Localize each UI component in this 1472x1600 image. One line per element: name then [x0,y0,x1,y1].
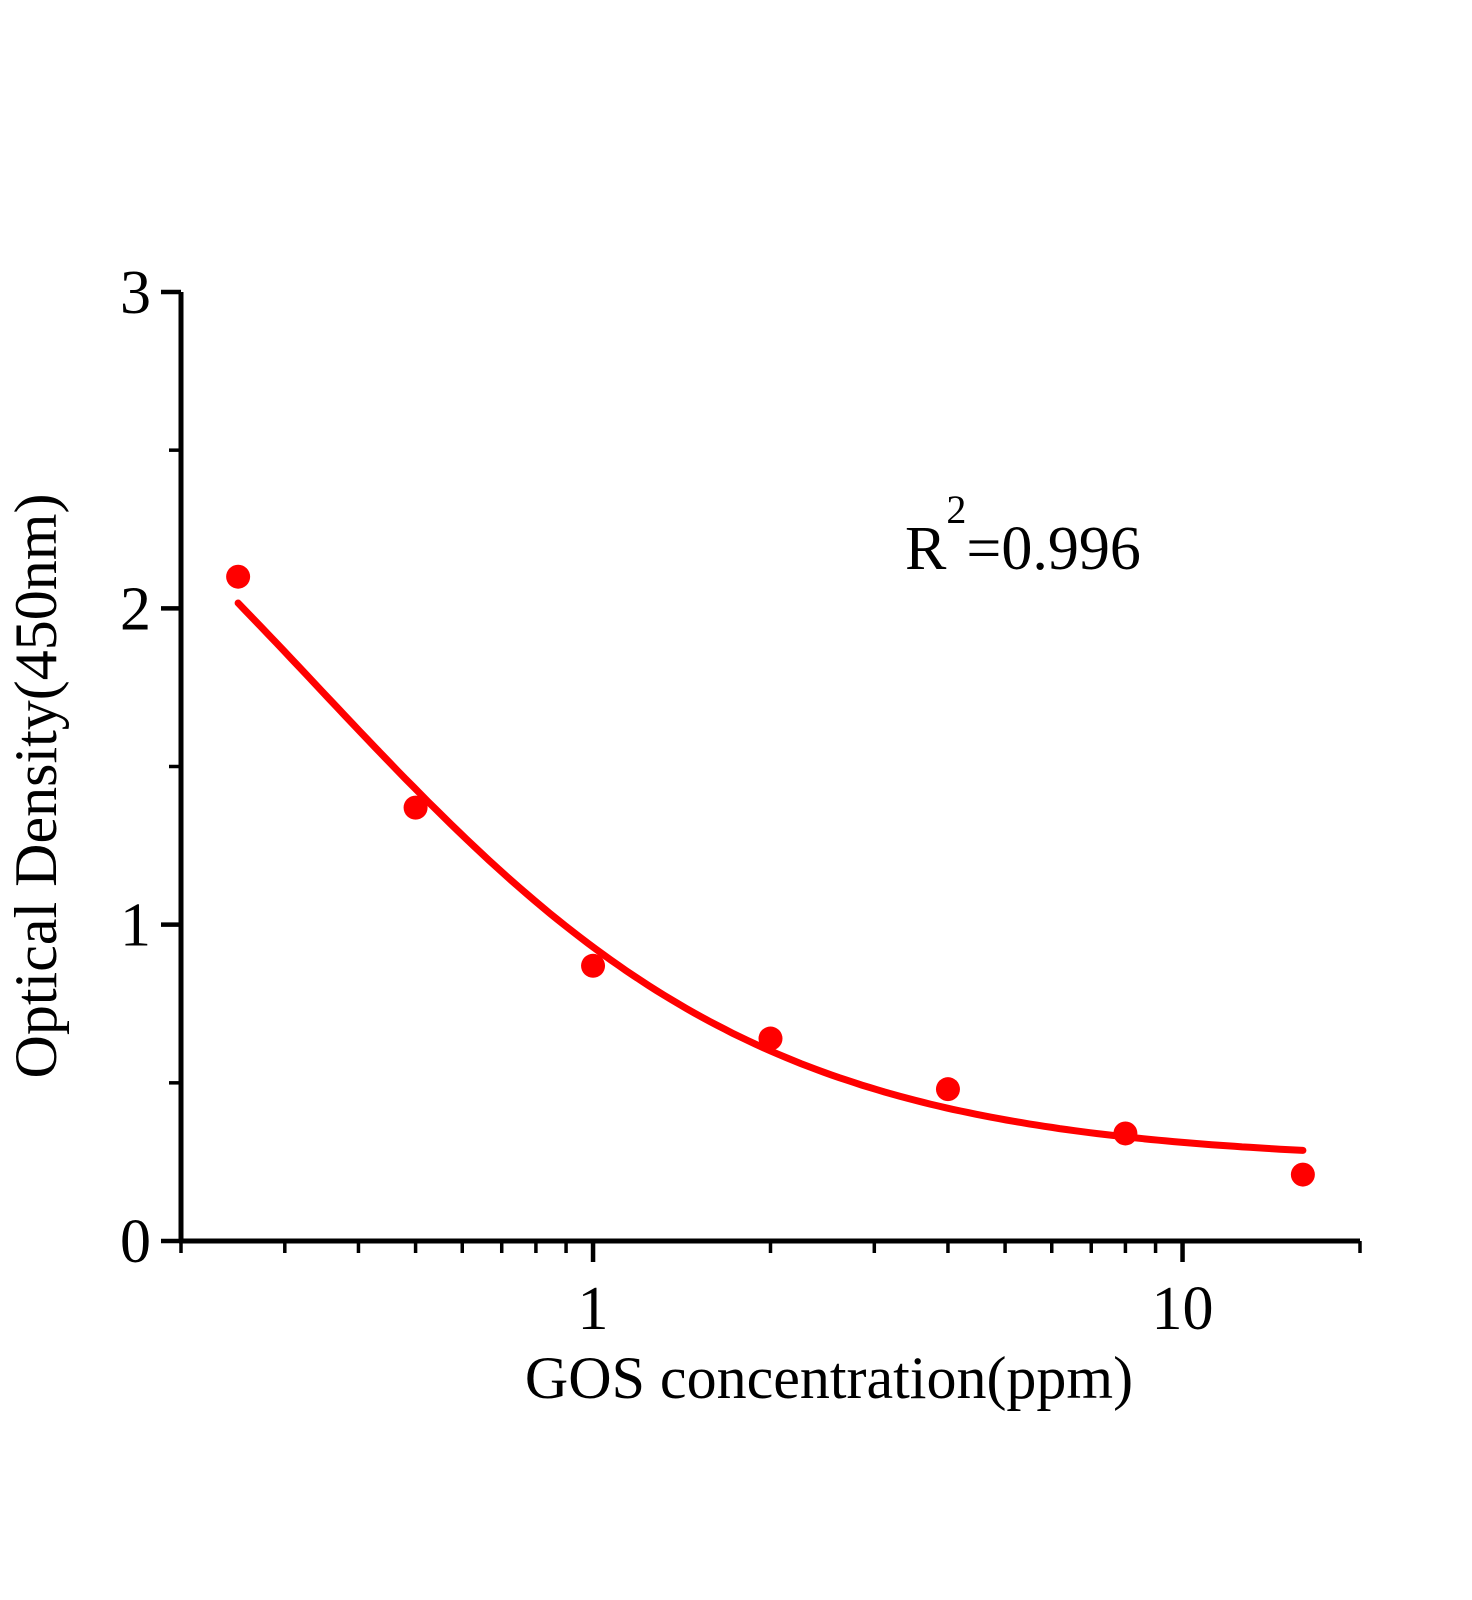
annotation-superscript: 2 [946,487,967,533]
y-tick-label: 1 [120,892,151,960]
fit-curve [234,599,1307,1154]
data-point [1290,1162,1315,1187]
annotation-base: R [905,515,947,583]
y-tick-label: 3 [120,259,151,327]
data-point [403,795,428,820]
x-tick-label: 1 [578,1275,609,1343]
r-squared-annotation: R2=0.996 [905,490,1141,583]
y-tick-label: 2 [120,575,151,643]
data-point [1113,1121,1138,1146]
x-axis-title: GOS concentration(ppm) [524,1345,1134,1411]
data-point [935,1077,960,1102]
y-tick-label: 0 [120,1208,151,1276]
data-point [581,953,606,978]
annotation-value: =0.996 [966,515,1141,583]
y-axis-title: Optical Density(450nm) [3,493,69,1079]
data-point [758,1026,783,1051]
x-tick-label: 10 [1152,1275,1214,1343]
data-point [226,564,251,589]
